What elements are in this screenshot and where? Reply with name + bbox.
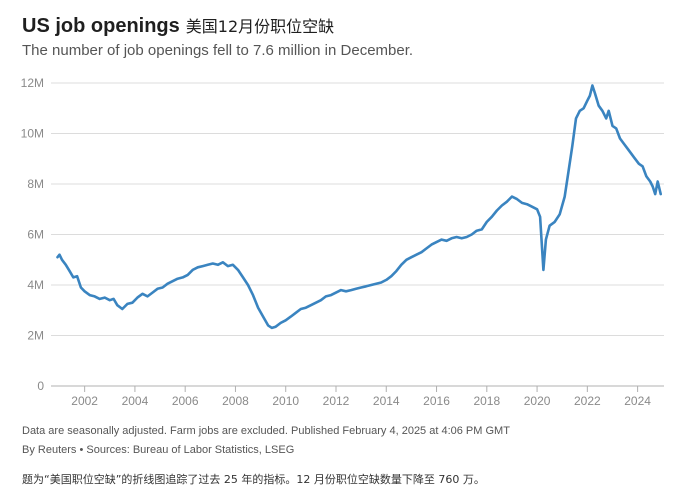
x-tick-label: 2004 — [122, 394, 149, 408]
x-tick-label: 2006 — [172, 394, 199, 408]
y-tick-label: 12M — [21, 76, 44, 90]
gridlines — [51, 82, 664, 387]
chart-title-row: US job openings 美国12月份职位空缺 — [22, 13, 334, 38]
chart-title-chinese: 美国12月份职位空缺 — [185, 17, 335, 36]
chart-subtitle: The number of job openings fell to 7.6 m… — [22, 42, 414, 59]
y-tick-label: 0 — [37, 379, 44, 393]
x-tick-label: 2010 — [272, 394, 299, 408]
x-tick-label: 2020 — [524, 394, 551, 408]
y-tick-label: 6M — [27, 228, 44, 242]
x-tick-label: 2012 — [323, 394, 350, 408]
y-tick-label: 2M — [27, 329, 44, 343]
x-tick-label: 2014 — [373, 394, 400, 408]
x-axis-tick-labels: 2002 2004 2006 2008 2010 2012 2014 2016 2018 2020… — [71, 386, 651, 408]
y-tick-label: 4M — [27, 278, 44, 292]
chart-title: US job openings — [22, 15, 180, 37]
x-tick-label: 2022 — [574, 394, 601, 408]
x-tick-label: 2016 — [423, 394, 450, 408]
x-tick-label: 2024 — [624, 394, 651, 408]
x-tick-label: 2018 — [473, 394, 500, 408]
y-tick-label: 8M — [27, 177, 44, 191]
job-openings-line-chart: 0 2M 4M 6M 8M 10M 12M 2002 2004 2006 2008 2010 2012… — [21, 76, 664, 408]
series-area — [56, 84, 663, 330]
y-axis-tick-labels: 0 2M 4M 6M 8M 10M 12M — [21, 76, 45, 393]
data-note: Data are seasonally adjusted. Farm jobs … — [22, 425, 510, 437]
source-note: By Reuters • Sources: Bureau of Labor St… — [22, 444, 295, 456]
chart-caption: 题为“美国职位空缺”的折线图追踪了过去 25 年的指标。12 月份职位空缺数量下… — [22, 473, 485, 486]
x-tick-label: 2008 — [222, 394, 249, 408]
x-tick-label: 2002 — [71, 394, 98, 408]
series-line-job-openings — [56, 84, 663, 330]
y-tick-label: 10M — [21, 127, 44, 141]
